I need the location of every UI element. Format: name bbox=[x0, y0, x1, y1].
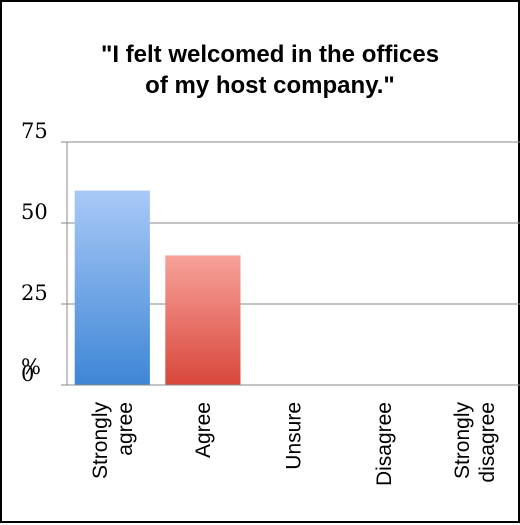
y-tick-label: 0 bbox=[21, 362, 34, 386]
axes bbox=[66, 142, 520, 386]
x-tick-label: agree bbox=[114, 402, 137, 456]
chart-title-line-2: of my host company." bbox=[145, 72, 395, 99]
chart-title: "I felt welcomed in the offices of my ho… bbox=[101, 41, 439, 99]
x-tick-label: disagree bbox=[476, 402, 499, 483]
y-tick-label: 25 bbox=[21, 281, 48, 305]
x-tick-label: Agree bbox=[192, 402, 215, 458]
bar bbox=[74, 190, 150, 385]
chart-title-line-1: "I felt welcomed in the offices bbox=[101, 41, 439, 68]
y-tick-label: 75 bbox=[21, 119, 48, 143]
x-tick-label: Unsure bbox=[283, 402, 306, 470]
y-axis-unit: % bbox=[21, 355, 41, 379]
bar bbox=[165, 255, 241, 385]
x-tick-label: Strongly bbox=[451, 402, 474, 480]
x-tick-label: Disagree bbox=[373, 402, 396, 486]
x-axis-ticks: Strongly agree Agree Unsure Disagree Strongly… bbox=[89, 402, 499, 487]
x-tick-label: Strongly bbox=[89, 402, 112, 480]
y-tick-label: 50 bbox=[21, 200, 48, 224]
bars bbox=[74, 190, 241, 385]
y-axis-ticks: 0 25 50 75 bbox=[21, 119, 67, 386]
